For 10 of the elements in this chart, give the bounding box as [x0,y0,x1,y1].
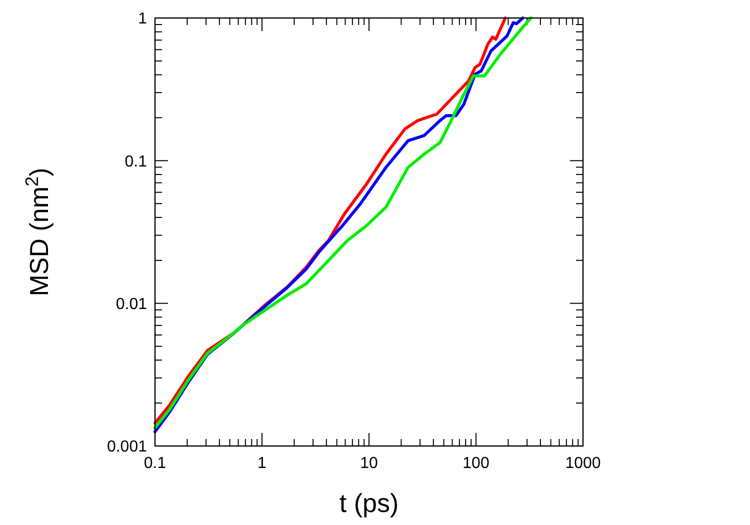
x-tick-label: 0.1 [144,455,166,472]
y-tick-label: 0.01 [116,296,148,313]
x-tick-label: 10 [360,455,378,472]
y-tick-label: 1 [138,10,148,28]
x-tick-label: 1000 [565,455,601,472]
x-tick-label: 100 [462,455,490,472]
x-axis-title: t (ps) [339,488,399,518]
x-tick-label: 1 [258,455,267,472]
y-tick-label: 0.001 [106,438,148,456]
y-tick-label: 0.1 [124,153,148,170]
